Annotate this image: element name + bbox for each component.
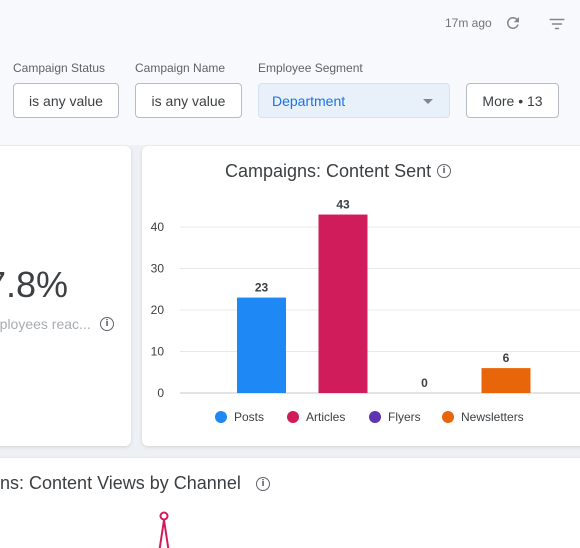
metric-label: mployees reac... (0, 316, 91, 332)
metric-card: 7.8% mployees reac... i (0, 146, 131, 446)
legend-label: Articles (306, 410, 346, 424)
y-tick-label: 30 (151, 262, 165, 276)
content-sent-card: Campaigns: Content Sent i 0 10 20 30 40 23 43 0… (142, 146, 580, 446)
campaign-status-filter[interactable]: is any value (13, 83, 119, 118)
legend-item-articles[interactable]: Articles (287, 410, 345, 424)
y-tick-label: 0 (157, 386, 164, 400)
filter-bar: 17m ago Campaign Status Campaign Name Em… (0, 0, 580, 145)
legend-swatch (369, 411, 381, 423)
legend-label: Flyers (388, 410, 421, 424)
legend-item-flyers[interactable]: Flyers (369, 410, 421, 424)
bar-articles[interactable] (318, 214, 368, 393)
card-title: gns: Content Views by Channel (0, 473, 241, 493)
filter-label-employee-segment: Employee Segment (258, 61, 363, 75)
legend-item-newsletters[interactable]: Newsletters (442, 410, 524, 424)
chart-line-fragment (158, 511, 170, 548)
metric-value: 7.8% (0, 264, 69, 305)
content-views-card: gns: Content Views by Channel i (0, 458, 580, 548)
more-filters-button[interactable]: More • 13 (466, 83, 559, 118)
chevron-down-icon (423, 99, 433, 104)
data-label: 43 (336, 198, 350, 212)
info-icon[interactable]: i (256, 477, 270, 491)
legend-swatch (287, 411, 299, 423)
legend-swatch (442, 411, 454, 423)
bar-newsletters[interactable] (481, 368, 531, 393)
bar-chart: 0 10 20 30 40 23 43 0 6 (151, 198, 580, 400)
refresh-icon[interactable] (504, 14, 522, 32)
data-label: 6 (503, 351, 510, 365)
employee-segment-value: Department (272, 92, 346, 109)
legend-label: Newsletters (461, 410, 524, 424)
info-icon[interactable]: i (437, 164, 451, 178)
campaign-name-filter[interactable]: is any value (135, 83, 242, 118)
data-label: 23 (255, 281, 269, 295)
legend-item-posts[interactable]: Posts (215, 410, 264, 424)
bar-posts[interactable] (237, 297, 286, 393)
employee-segment-select[interactable]: Department (258, 83, 450, 118)
y-tick-label: 10 (151, 345, 165, 359)
y-tick-label: 40 (151, 220, 165, 234)
filter-label-campaign-name: Campaign Name (135, 61, 226, 75)
info-icon[interactable]: i (100, 317, 114, 331)
legend-label: Posts (234, 410, 265, 424)
filter-icon[interactable] (548, 15, 566, 33)
legend-swatch (215, 411, 227, 423)
y-tick-label: 20 (151, 303, 165, 317)
filter-label-campaign-status: Campaign Status (13, 61, 106, 75)
data-label: 0 (421, 376, 428, 390)
chart-title: Campaigns: Content Sent (225, 161, 432, 181)
last-updated: 17m ago (445, 16, 492, 30)
